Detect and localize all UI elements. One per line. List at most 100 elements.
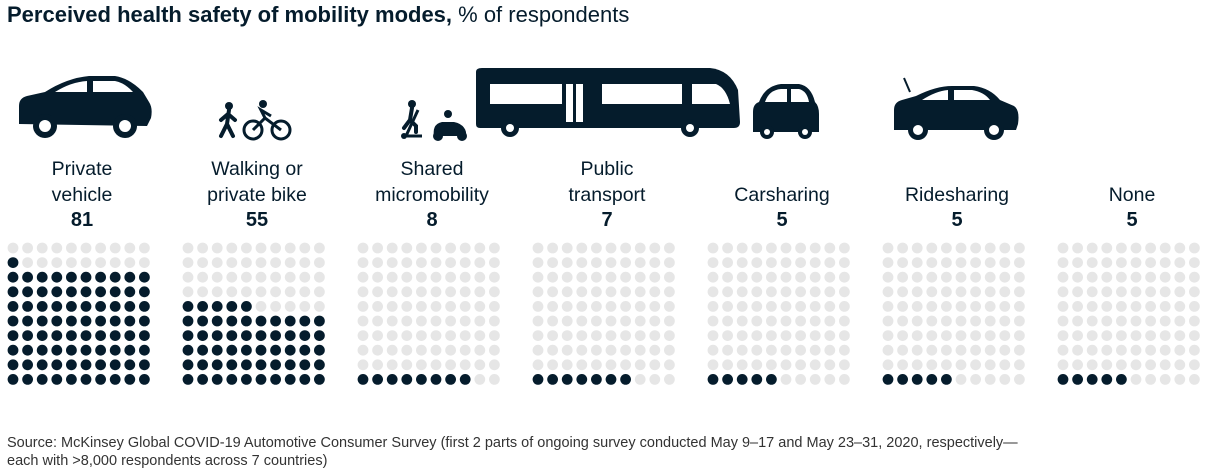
- waffle-dot-empty: [386, 257, 398, 268]
- waffle-dot-empty: [751, 242, 763, 254]
- waffle-dot-empty: [1145, 242, 1156, 254]
- waffle-dot-empty: [634, 242, 646, 254]
- waffle-dot-empty: [736, 330, 748, 341]
- waffle-dot-empty: [386, 315, 398, 327]
- waffle-dot-empty: [532, 330, 544, 341]
- waffle-dot-empty: [926, 257, 938, 268]
- waffle-dot-empty: [226, 271, 238, 283]
- waffle-dot-empty: [897, 242, 908, 254]
- waffle-dot-filled: [109, 359, 121, 371]
- waffle-dot-empty: [255, 242, 267, 254]
- waffle-dot-empty: [1072, 257, 1083, 268]
- waffle-dot-empty: [1086, 257, 1098, 268]
- waffle-dot-empty: [839, 315, 850, 327]
- waffle-dot-empty: [984, 315, 996, 327]
- waffle-dot-empty: [897, 301, 908, 312]
- category-label: Walking or private bike: [182, 156, 332, 208]
- waffle-dot-empty: [591, 344, 602, 356]
- title-subtitle: % of respondents: [452, 2, 630, 27]
- waffle-dot-empty: [576, 242, 588, 254]
- waffle-dot-empty: [664, 242, 675, 254]
- waffle-dot-empty: [591, 301, 602, 312]
- waffle-dot-empty: [766, 315, 777, 327]
- waffle-dot-filled: [36, 286, 48, 298]
- category-label: Public transport: [532, 156, 682, 208]
- waffle-dot-empty: [722, 301, 733, 312]
- waffle-dot-empty: [1086, 315, 1098, 327]
- waffle-dot-empty: [489, 286, 500, 298]
- waffle-dot-empty: [911, 271, 923, 283]
- waffle-dot-filled: [255, 344, 267, 356]
- waffle-dot-filled: [226, 344, 238, 356]
- waffle-dot-empty: [999, 359, 1011, 371]
- waffle-dot-empty: [1174, 359, 1186, 371]
- waffle-dot-empty: [620, 271, 631, 283]
- waffle-dot-empty: [357, 242, 369, 254]
- waffle-dot-filled: [299, 330, 311, 341]
- waffle-dot-empty: [1014, 257, 1025, 268]
- category-value: 8: [426, 209, 438, 231]
- waffle-dot-empty: [430, 257, 442, 268]
- waffle-dot-empty: [955, 271, 967, 283]
- waffle-dot-empty: [66, 257, 77, 268]
- waffle-dot-filled: [95, 374, 106, 385]
- waffle-dot-empty: [80, 242, 92, 254]
- waffle-dot-empty: [1174, 315, 1186, 327]
- category-value: 5: [1126, 209, 1138, 231]
- waffle-dot-empty: [897, 359, 908, 371]
- waffle-dot-empty: [1116, 315, 1127, 327]
- waffle-dot-empty: [824, 330, 836, 341]
- source-line2: each with >8,000 respondents across 7 co…: [7, 453, 328, 469]
- waffle-dot-filled: [7, 271, 19, 283]
- waffle-dot-empty: [780, 301, 792, 312]
- waffle-dot-filled: [314, 315, 325, 327]
- waffle-dot-empty: [1159, 374, 1171, 385]
- waffle-dot-filled: [430, 374, 442, 385]
- waffle-dot-empty: [897, 330, 908, 341]
- waffle-dot-empty: [386, 242, 398, 254]
- waffle-dot-empty: [211, 242, 223, 254]
- waffle-dot-empty: [1116, 301, 1127, 312]
- waffle-dot-empty: [284, 286, 296, 298]
- waffle-dot-empty: [941, 359, 952, 371]
- waffle-dot-filled: [576, 374, 588, 385]
- waffle-dot-empty: [664, 271, 675, 283]
- waffle-dot-empty: [7, 242, 19, 254]
- waffle-dot-filled: [736, 374, 748, 385]
- waffle-dot-empty: [634, 330, 646, 341]
- waffle-dot-empty: [634, 257, 646, 268]
- waffle-dot-empty: [66, 242, 77, 254]
- waffle-dot-filled: [95, 286, 106, 298]
- waffle-dot-empty: [1101, 330, 1113, 341]
- waffle-dot-empty: [809, 315, 821, 327]
- waffle-dot-empty: [241, 242, 252, 254]
- label-line2: Ridesharing: [904, 184, 1010, 206]
- waffle-dot-empty: [1072, 286, 1083, 298]
- waffle-dot-empty: [416, 242, 427, 254]
- waffle-dot-empty: [955, 315, 967, 327]
- waffle-dot-empty: [1057, 271, 1069, 283]
- waffle-dot-empty: [984, 242, 996, 254]
- waffle-dot-filled: [241, 301, 252, 312]
- waffle-dot-empty: [1057, 315, 1069, 327]
- walker-cyclist-icon: [219, 100, 292, 141]
- waffle-dot-empty: [401, 344, 413, 356]
- waffle-dot-empty: [722, 286, 733, 298]
- waffle-dot-empty: [1189, 242, 1200, 254]
- category-label: Shared micromobility: [357, 156, 507, 208]
- waffle-dot-filled: [182, 344, 194, 356]
- waffle-dot-empty: [1072, 301, 1083, 312]
- waffle-dot-filled: [197, 301, 208, 312]
- waffle-dot-empty: [824, 301, 836, 312]
- waffle-dot-empty: [1057, 344, 1069, 356]
- waffle-dot-empty: [591, 271, 602, 283]
- waffle-dot-empty: [270, 271, 281, 283]
- waffle-dot-empty: [372, 359, 383, 371]
- waffle-dot-empty: [1189, 374, 1200, 385]
- waffle-dot-empty: [270, 242, 281, 254]
- waffle-svg: [707, 242, 850, 385]
- waffle-grid: [882, 242, 1032, 392]
- waffle-dot-filled: [139, 330, 150, 341]
- waffle-dot-empty: [649, 301, 661, 312]
- waffle-dot-empty: [22, 257, 33, 268]
